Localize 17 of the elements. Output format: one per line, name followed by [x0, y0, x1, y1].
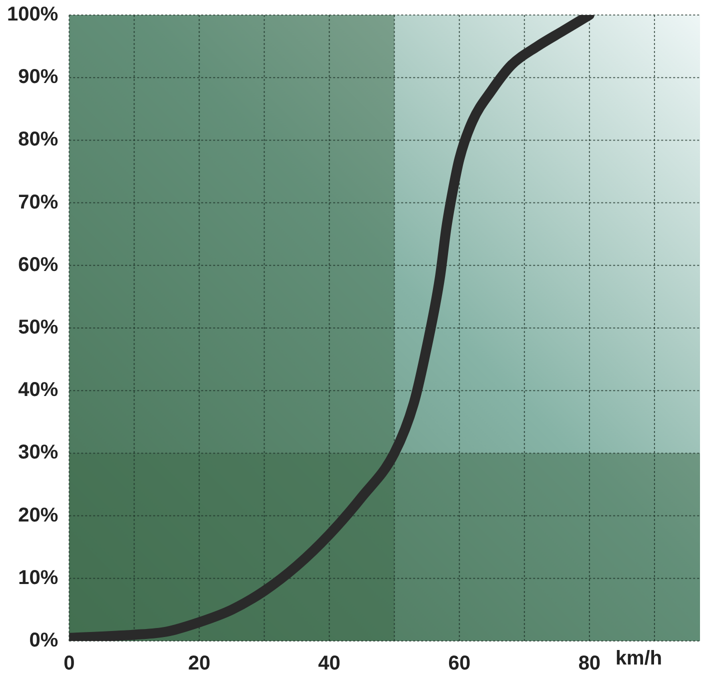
y-tick-label: 20%: [18, 504, 58, 526]
y-tick-label: 90%: [18, 66, 58, 88]
y-tick-label: 80%: [18, 128, 58, 151]
x-tick-label: 60: [448, 652, 470, 675]
y-tick-label: 70%: [18, 191, 58, 214]
y-tick-label: 50%: [18, 316, 58, 339]
x-tick-label: 0: [64, 652, 75, 675]
x-tick-label: 80: [578, 652, 601, 675]
y-tick-label: 10%: [18, 566, 58, 589]
y-tick-label: 30%: [18, 442, 58, 464]
x-axis-title: km/h: [615, 648, 662, 670]
y-tick-label: 100%: [6, 4, 58, 26]
y-tick-label: 0%: [29, 630, 58, 652]
x-tick-label: 40: [318, 652, 340, 675]
y-tick-label: 40%: [18, 379, 58, 402]
y-tick-label: 60%: [18, 254, 58, 276]
x-tick-label: 20: [188, 652, 210, 675]
